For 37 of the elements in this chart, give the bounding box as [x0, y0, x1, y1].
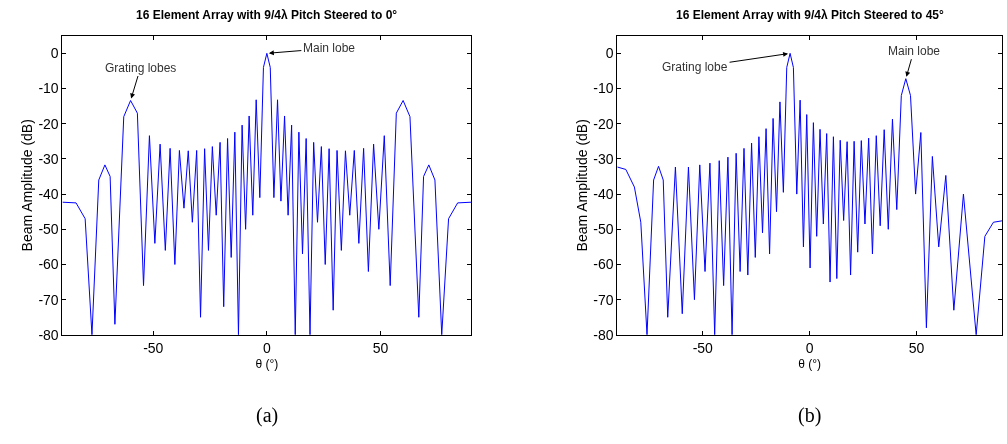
x-tick-label: -50 — [692, 339, 714, 356]
y-tick-label: -60 — [38, 256, 59, 273]
y-tick-label: -80 — [38, 326, 59, 343]
y-tick-label: -20 — [593, 115, 614, 132]
y-tick-label: -30 — [593, 150, 614, 167]
y-tick-label: 0 — [605, 45, 614, 62]
y-tick-label: -50 — [38, 221, 59, 238]
y-axis-title: Beam Amplitude (dB) — [573, 119, 590, 252]
y-tick-label: 0 — [50, 45, 59, 62]
annotation: Main lobe — [888, 44, 941, 58]
annotation: Grating lobe — [662, 60, 728, 74]
y-tick-label: -30 — [38, 150, 59, 167]
x-tick-label: 50 — [372, 339, 389, 356]
x-tick-label: 50 — [908, 339, 925, 356]
text: (a) — [256, 404, 279, 427]
x-tick-label: -50 — [143, 339, 164, 356]
line-series — [62, 52, 472, 335]
x-tick-label: 0 — [262, 339, 271, 356]
text: (b) — [798, 404, 822, 427]
y-tick-label: -40 — [593, 185, 614, 202]
y-tick-label: -40 — [38, 185, 59, 202]
y-tick-label: -50 — [593, 221, 614, 238]
x-tick-label: 0 — [805, 339, 814, 356]
y-tick-label: -80 — [593, 326, 614, 343]
y-tick-label: -20 — [38, 115, 59, 132]
y-tick-label: -70 — [38, 291, 59, 308]
x-axis-title: θ (°) — [798, 356, 822, 371]
y-tick-label: -10 — [38, 80, 59, 97]
y-axis-title: Beam Amplitude (dB) — [19, 119, 35, 252]
chart-title: 16 Element Array with 9/4λ Pitch Steered to 0° — [136, 8, 398, 22]
chart-title: 16 Element Array with 9/4λ Pitch Steered to 45° — [676, 8, 944, 22]
y-tick-label: -70 — [593, 291, 614, 308]
annotation: Main lobe — [303, 41, 356, 55]
y-tick-label: -60 — [593, 256, 614, 273]
y-tick-label: -10 — [593, 80, 614, 97]
annotation: Grating lobes — [105, 61, 177, 75]
x-axis-title: θ (°) — [255, 356, 279, 371]
